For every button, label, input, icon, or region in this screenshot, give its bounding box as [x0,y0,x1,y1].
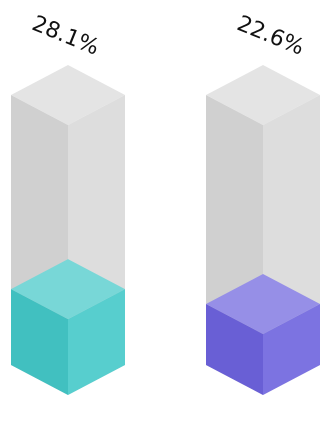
bar-1-fill-top-face [11,259,125,320]
bar-2-fill-right-face [263,303,320,395]
bar-2-track-top-face [206,65,320,125]
bar-1-track-top-face [11,65,125,125]
bar-1-fill-left-face [11,289,68,395]
bar-2-fill-left-face [206,303,263,395]
bar-1-fill-right-face [68,289,125,395]
bars-layer [11,65,320,395]
value-label-1: 28.1% [28,11,102,60]
value-label-2: 22.6% [233,11,307,60]
labels-layer: 28.1% 22.6% [28,11,307,60]
bar-2-fill-top-face [206,273,320,334]
